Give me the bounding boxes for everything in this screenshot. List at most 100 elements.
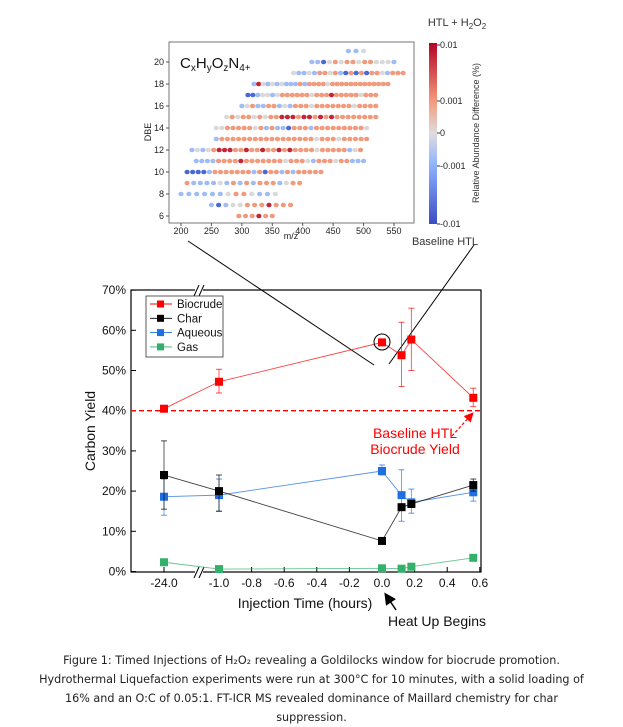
inset-dot <box>237 180 243 186</box>
inset-dot <box>238 147 244 153</box>
caption-line-3: 16% and an O:C of 0.05:1. FT-ICR MS reve… <box>64 692 559 705</box>
x-tick-label: -24.0 <box>150 576 178 590</box>
heat-up-annotation: Heat Up Begins <box>388 613 486 629</box>
inset-dot <box>273 202 279 208</box>
inset-dot <box>290 70 297 76</box>
inset-dot <box>338 92 344 98</box>
inset-dot <box>260 147 266 153</box>
inset-dot <box>200 147 206 153</box>
inset-dot <box>292 103 299 109</box>
inset-dot <box>219 125 225 131</box>
inset-dot <box>379 59 385 65</box>
inset-dot <box>260 92 266 98</box>
inset-dot <box>257 169 263 175</box>
inset-dot <box>330 147 336 153</box>
legend-label-aqueous: Aqueous <box>177 328 223 340</box>
x-tick-label: -0.8 <box>241 576 262 590</box>
inset-dot <box>259 202 265 208</box>
inset-dot <box>201 191 208 197</box>
inset-dot <box>217 169 224 175</box>
inset-dot <box>288 81 294 87</box>
inset-dot <box>316 158 322 164</box>
inset-dot <box>313 125 320 131</box>
inset-dot <box>332 59 338 65</box>
inset-dot <box>335 103 341 109</box>
inset-dot <box>332 70 338 76</box>
inset-dot <box>197 180 203 186</box>
inset-dot <box>265 81 271 87</box>
inset-dot <box>303 147 309 153</box>
y-ticks: 0% 10% 20% 30% 40% 50% 60% 70% <box>102 283 136 579</box>
inset-dot <box>306 81 313 87</box>
inset-dot <box>260 158 266 164</box>
inset-dot <box>284 92 290 98</box>
inset-dot <box>246 114 252 120</box>
inset-dot <box>344 158 350 164</box>
inset-dot <box>289 92 295 98</box>
inset-y-tick-label: 20 <box>154 57 164 67</box>
inset-dot <box>357 147 364 153</box>
series-line <box>163 470 474 503</box>
data-point <box>378 536 386 545</box>
legend-label-biocrude: Biocrude <box>177 299 222 311</box>
inset-y-tick-label: 8 <box>159 189 164 199</box>
inset-dot <box>260 103 266 109</box>
highlight-circle <box>373 333 391 351</box>
inset-dot <box>395 70 401 76</box>
x-tick-label: -1.0 <box>209 576 230 590</box>
inset-dot <box>230 136 236 142</box>
data-point <box>407 562 416 571</box>
inset-dot <box>374 70 380 76</box>
inset-dot <box>317 70 323 76</box>
connector-line-right <box>388 244 475 365</box>
inset-dot <box>290 169 296 175</box>
colorbar-tick-label: 0.001 <box>440 96 463 106</box>
inset-dot <box>215 158 222 164</box>
inset-dot <box>371 81 377 87</box>
series-line <box>163 474 474 542</box>
caption-line-4: suppression. <box>276 711 347 724</box>
inset-dot <box>358 92 364 98</box>
ref-label-line2: Biocrude Yield <box>370 441 460 457</box>
inset-dot <box>274 125 281 131</box>
inset-dot <box>266 158 272 164</box>
inset-dot <box>224 180 230 186</box>
inset-dot <box>356 59 362 65</box>
inset-dot <box>330 125 336 131</box>
inset-dot <box>298 103 304 109</box>
inset-dot <box>343 92 349 98</box>
inset-dot <box>319 103 325 109</box>
y-tick-label: 50% <box>102 364 126 378</box>
inset-dot <box>336 136 342 142</box>
inset-dot <box>348 92 354 98</box>
inset-dot <box>373 114 379 120</box>
inset-dot <box>279 81 285 87</box>
inset-dot <box>190 169 196 175</box>
data-point <box>378 564 386 573</box>
inset-dot <box>265 147 271 153</box>
inset-dot <box>309 92 315 98</box>
inset-dot <box>193 158 199 164</box>
inset-dot <box>274 81 280 87</box>
inset-dot <box>282 158 289 164</box>
inset-dot <box>256 213 262 219</box>
inset-dot <box>336 147 342 153</box>
inset-dot <box>269 125 275 131</box>
caption-line-2: Hydrothermal Liquefaction experiments we… <box>39 673 584 686</box>
inset-dot <box>264 191 271 197</box>
inset-dot <box>287 147 293 153</box>
data-point <box>407 499 416 508</box>
inset-dot <box>281 147 287 153</box>
colorbar-tick-label: 0 <box>440 128 445 138</box>
inset-dot <box>283 180 290 186</box>
inset-dot <box>208 202 215 208</box>
inset-dot <box>252 125 258 131</box>
inset-dot <box>334 114 340 120</box>
inset-dot <box>230 202 236 208</box>
inset-dot <box>280 202 286 208</box>
inset-dot <box>272 191 278 197</box>
y-tick-label: 60% <box>102 323 126 337</box>
inset-dot <box>205 147 211 153</box>
inset-dot <box>325 136 331 142</box>
inset-dot <box>189 147 195 153</box>
